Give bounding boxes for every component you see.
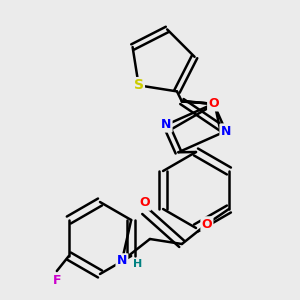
Text: S: S [134, 78, 144, 92]
Text: O: O [208, 97, 219, 110]
Text: N: N [117, 254, 127, 268]
Text: N: N [220, 124, 231, 138]
Text: F: F [52, 274, 61, 287]
Text: O: O [140, 196, 150, 209]
Text: O: O [202, 218, 212, 230]
Text: N: N [161, 118, 171, 131]
Text: H: H [133, 259, 142, 269]
